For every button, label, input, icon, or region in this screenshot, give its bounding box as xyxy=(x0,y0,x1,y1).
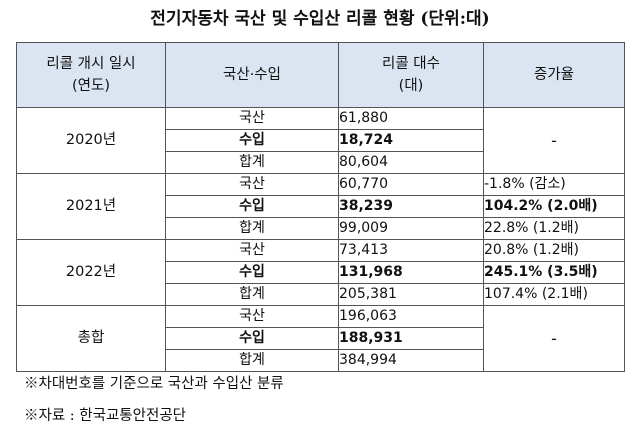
rate-cell: 20.8% (1.2배) xyxy=(483,239,625,262)
kind-cell: 합계 xyxy=(165,283,339,306)
header-year-label: 리콜 개시 일시 xyxy=(46,56,136,72)
header-count-unit: (대) xyxy=(398,78,424,94)
count-cell: 80,604 xyxy=(338,151,484,174)
kind-cell: 국산 xyxy=(165,107,339,130)
table-row: 합계 384,994 xyxy=(17,349,625,372)
kind-cell: 수입 xyxy=(165,129,339,152)
header-year: 리콜 개시 일시 (연도) xyxy=(16,42,166,108)
table-title: 전기자동차 국산 및 수입산 리콜 현황 (단위:대) xyxy=(150,9,490,29)
recall-table: 리콜 개시 일시 (연도) 국산·수입 리콜 대수 (대) 증가율 2020년 … xyxy=(16,42,625,372)
kind-cell: 수입 xyxy=(165,327,339,350)
count-cell: 73,413 xyxy=(338,239,484,262)
kind-cell: 국산 xyxy=(165,305,339,328)
count-cell: 384,994 xyxy=(338,349,484,372)
year-cell: 2022년 xyxy=(16,239,166,306)
count-cell: 188,931 xyxy=(338,327,484,350)
rate-cell: -1.8% (감소) xyxy=(483,173,625,196)
table-row: 2022년 국산 73,413 20.8% (1.2배) xyxy=(16,239,625,306)
table-row: 합계 99,009 22.8% (1.2배) xyxy=(17,217,625,240)
header-row: 리콜 개시 일시 (연도) 국산·수입 리콜 대수 (대) 증가율 xyxy=(16,42,625,108)
kind-cell: 합계 xyxy=(165,151,339,174)
year-cell: 2020년 xyxy=(16,107,166,174)
count-cell: 61,880 xyxy=(338,107,484,130)
rate-cell: - xyxy=(483,305,625,372)
kind-cell: 수입 xyxy=(165,195,339,218)
rate-cell: - xyxy=(483,107,625,174)
kind-cell: 수입 xyxy=(165,261,339,284)
footnote-source: ※자료 : 한국교통안전공단 xyxy=(24,408,187,424)
kind-cell: 합계 xyxy=(165,349,339,372)
count-cell: 60,770 xyxy=(338,173,484,196)
count-cell: 131,968 xyxy=(338,261,484,284)
footnote-classification: ※차대번호를 기준으로 국산과 수입산 분류 xyxy=(24,376,284,392)
rate-cell: 104.2% (2.0배) xyxy=(483,195,625,218)
table-row: 2020년 국산 61,880 - xyxy=(16,107,625,174)
year-cell: 총합 xyxy=(16,305,166,372)
table-row: 수입 188,931 xyxy=(17,327,625,350)
count-cell: 205,381 xyxy=(338,283,484,306)
table-row: 수입 131,968 245.1% (3.5배) xyxy=(17,261,625,284)
table-row: 합계 205,381 107.4% (2.1배) xyxy=(17,283,625,306)
rate-cell: 22.8% (1.2배) xyxy=(483,217,625,240)
count-cell: 196,063 xyxy=(338,305,484,328)
header-rate: 증가율 xyxy=(483,42,625,108)
kind-cell: 합계 xyxy=(165,217,339,240)
header-year-sublabel: (연도) xyxy=(72,78,110,94)
count-cell: 38,239 xyxy=(338,195,484,218)
kind-cell: 국산 xyxy=(165,173,339,196)
count-cell: 18,724 xyxy=(338,129,484,152)
header-origin: 국산·수입 xyxy=(165,42,339,108)
rate-cell: 245.1% (3.5배) xyxy=(483,261,625,284)
rate-cell: 107.4% (2.1배) xyxy=(483,283,625,306)
kind-cell: 국산 xyxy=(165,239,339,262)
year-cell: 2021년 xyxy=(16,173,166,240)
header-count-label: 리콜 대수 xyxy=(382,56,440,72)
table-row: 2021년 국산 60,770 -1.8% (감소) xyxy=(16,173,625,240)
count-cell: 99,009 xyxy=(338,217,484,240)
header-count: 리콜 대수 (대) xyxy=(338,42,484,108)
table-row: 총합 국산 196,063 - xyxy=(16,305,625,372)
